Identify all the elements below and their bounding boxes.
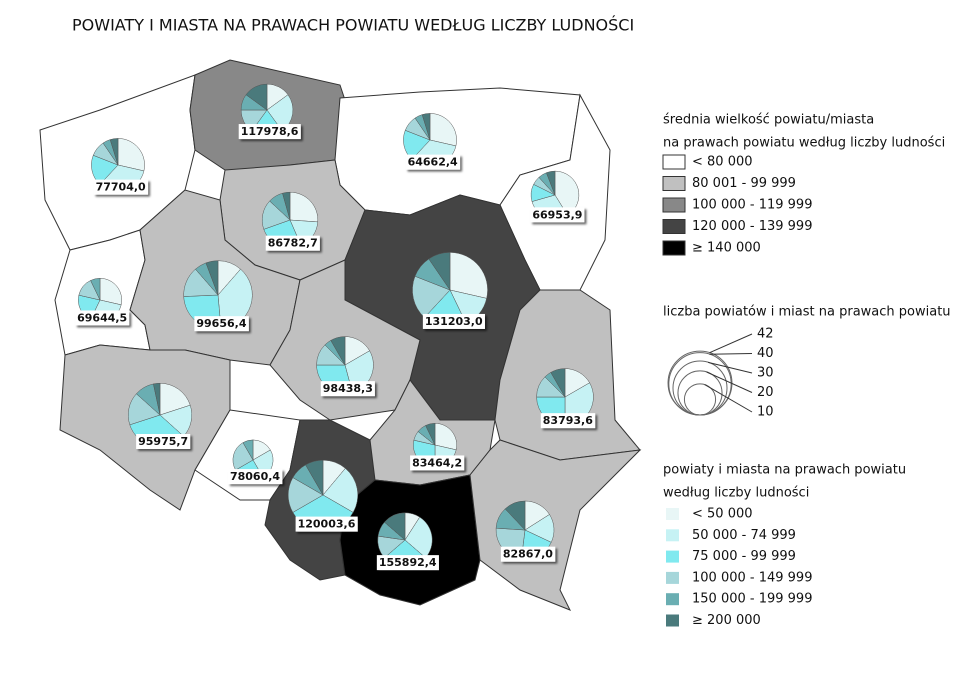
pie-slice — [205, 260, 219, 296]
legend-swatch — [662, 240, 686, 256]
label-box — [295, 516, 358, 532]
label-box — [194, 316, 249, 332]
pie-slice — [504, 500, 526, 531]
pie-slice — [550, 368, 566, 398]
pie-slice — [109, 138, 119, 166]
region-label: 83793,6 — [543, 414, 593, 427]
region-label: 78060,4 — [230, 470, 280, 483]
legend-title: powiaty i miasta na prawach powiatu — [663, 463, 906, 478]
legend-label: ≥ 140 000 — [692, 241, 761, 256]
legend-title: na prawach powiatu według liczby ludnośc… — [663, 136, 945, 151]
label-box — [227, 469, 283, 485]
pie-slice — [546, 170, 556, 196]
pie-slice — [428, 252, 451, 291]
legend-label: 100 000 - 149 999 — [692, 570, 812, 585]
size-circle — [683, 383, 717, 416]
legend-swatch — [662, 219, 686, 234]
legend-label: 75 000 - 99 999 — [692, 549, 796, 564]
legend-swatch — [666, 571, 679, 584]
pie-slice — [99, 278, 122, 306]
size-circle — [677, 370, 723, 416]
leader-line — [704, 384, 753, 413]
label-box — [540, 413, 596, 429]
legend-label: 100 000 - 119 999 — [692, 198, 812, 213]
pie-slice — [449, 252, 488, 299]
legend-swatch — [666, 614, 679, 627]
size-label: 20 — [757, 385, 774, 400]
size-circle — [672, 360, 728, 416]
region-label: 99656,4 — [196, 317, 246, 330]
legend-swatch — [666, 508, 679, 520]
pie-slice — [425, 423, 436, 446]
legend-label: ≥ 200 000 — [692, 613, 761, 628]
region-label: 66953,9 — [532, 208, 582, 221]
region-label: 64662,4 — [408, 156, 458, 169]
region-label: 69644,5 — [77, 311, 127, 324]
size-label: 40 — [757, 346, 774, 361]
region-label: 131203,0 — [425, 315, 483, 328]
legend-title: średnia wielkość powiatu/miasta — [663, 113, 874, 128]
region-label: 86782,7 — [268, 237, 318, 250]
title: POWIATY I MIASTA NA PRAWACH POWIATU WEDŁ… — [72, 16, 634, 35]
pie-slice — [117, 138, 145, 172]
pie-slice — [305, 459, 324, 496]
pie-slice — [434, 423, 457, 451]
legend-title: liczba powiatów i miast na prawach powia… — [663, 305, 951, 320]
region-label: 120003,6 — [298, 518, 356, 531]
label-box — [376, 555, 439, 571]
label-box — [238, 124, 301, 140]
region — [469, 439, 642, 611]
label-box — [265, 235, 320, 251]
label-box — [75, 310, 130, 326]
pie-slice — [282, 191, 291, 221]
size-label: 10 — [757, 405, 774, 420]
pie-slice — [322, 467, 359, 513]
legend-label: < 50 000 — [692, 507, 753, 522]
label-box — [422, 313, 485, 329]
legend-label: 120 000 - 139 999 — [692, 219, 812, 234]
label-box — [93, 179, 149, 195]
label-box — [410, 455, 465, 471]
legend-title: według liczby ludności — [663, 486, 809, 501]
region-label: 83464,2 — [412, 456, 462, 469]
label-box — [405, 154, 461, 170]
legend-swatch — [666, 550, 679, 563]
pie-slice — [429, 113, 457, 147]
pie-slice — [330, 336, 346, 366]
legend-swatch — [666, 593, 679, 606]
pie-slice — [90, 278, 101, 301]
label-box — [320, 381, 375, 397]
label-box — [530, 207, 585, 223]
legend-label: 80 001 - 99 999 — [692, 176, 796, 191]
pie-slice — [245, 83, 268, 111]
legend-swatch — [666, 529, 679, 542]
pie-slice — [242, 439, 254, 461]
size-label: 42 — [757, 327, 774, 342]
region-label: 77704,0 — [96, 181, 146, 194]
leader-line — [707, 361, 753, 374]
pie-slice — [384, 512, 406, 541]
pie-slice — [289, 191, 319, 223]
label-box — [500, 546, 556, 562]
legend-swatch — [662, 176, 686, 191]
pie-slice — [159, 382, 191, 416]
legend-swatch — [662, 154, 686, 170]
region-label: 82867,0 — [503, 548, 553, 561]
leader-line — [709, 333, 753, 354]
leader-line — [709, 353, 753, 355]
pie-slice — [421, 113, 431, 141]
region-label: 155892,4 — [379, 556, 437, 569]
legend-label: < 80 000 — [692, 155, 753, 170]
region-label: 98438,3 — [323, 382, 373, 395]
legend-label: 50 000 - 74 999 — [692, 528, 796, 543]
region-label: 95975,7 — [138, 435, 188, 448]
leader-line — [706, 371, 753, 393]
legend-swatch — [662, 197, 686, 213]
pie-slice — [153, 382, 161, 416]
region-label: 117978,6 — [241, 125, 299, 138]
size-label: 30 — [757, 366, 774, 381]
label-box — [136, 434, 191, 450]
legend-label: 150 000 - 199 999 — [692, 592, 812, 607]
